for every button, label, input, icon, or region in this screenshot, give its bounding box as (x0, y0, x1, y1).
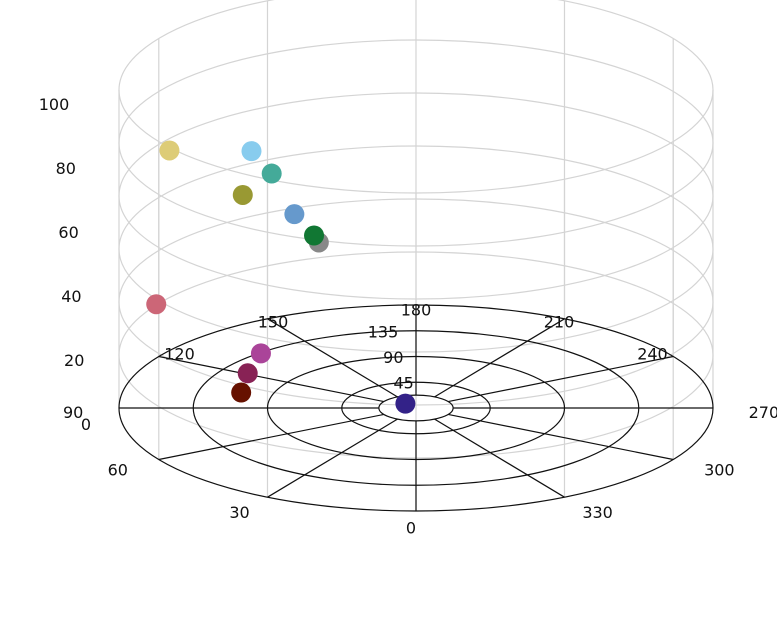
data-point-11 (395, 393, 416, 414)
data-point-0 (159, 140, 180, 161)
data-point-3 (261, 163, 282, 184)
polar-axis-layer (118, 304, 714, 512)
radial-tick-label-90: 90 (383, 348, 403, 367)
angle-tick-label-330: 330 (582, 503, 613, 522)
angle-tick-label-300: 300 (704, 461, 735, 480)
angle-tick-label-150: 150 (258, 312, 289, 331)
z-tick-label-40: 40 (61, 287, 81, 306)
angle-tick-label-120: 120 (164, 345, 195, 364)
angle-tick-label-180: 180 (401, 300, 432, 319)
polar-spoke-2 (158, 413, 384, 461)
angle-tick-label-270: 270 (749, 403, 777, 422)
z-grid-ring-5 (118, 0, 714, 194)
angle-tick-label-240: 240 (637, 345, 668, 364)
point-layer (146, 140, 416, 414)
data-point-7 (146, 294, 167, 315)
polar-spoke-5 (267, 318, 398, 398)
angle-tick-label-60: 60 (108, 461, 128, 480)
z-tick-label-80: 80 (56, 159, 76, 178)
data-point-2 (241, 141, 262, 162)
data-point-6 (284, 204, 305, 225)
z-tick-label-20: 20 (64, 351, 84, 370)
radial-tick-label-45: 45 (393, 374, 413, 393)
radial-tick-label-135: 135 (368, 323, 399, 342)
data-point-1 (232, 184, 253, 205)
grid-layer (118, 0, 714, 511)
data-point-9 (237, 363, 258, 384)
polar-spoke-1 (267, 418, 398, 498)
angle-tick-label-210: 210 (544, 312, 575, 331)
angle-tick-label-30: 30 (229, 503, 249, 522)
tick-label-layer: 0 30 60 90 120 150 180 210 240 270 300 330 45 90 135 0 2… (39, 95, 777, 537)
polar-spoke-8 (448, 355, 674, 403)
z-grid-ring-3 (118, 92, 714, 300)
z-tick-label-0: 0 (81, 415, 91, 434)
polar-spoke-11 (434, 418, 565, 498)
angle-tick-label-0: 0 (406, 518, 416, 537)
z-grid-ring-4 (118, 39, 714, 247)
z-grid-ring-1 (118, 198, 714, 406)
data-point-10 (231, 382, 252, 403)
data-point-5 (304, 225, 325, 246)
z-tick-label-100: 100 (39, 95, 70, 114)
angle-tick-label-90: 90 (63, 403, 83, 422)
data-point-8 (250, 343, 271, 364)
polar-spoke-4 (158, 355, 384, 403)
polar-spoke-10 (448, 413, 674, 461)
z-tick-label-60: 60 (58, 223, 78, 242)
polar-spoke-7 (434, 318, 565, 398)
